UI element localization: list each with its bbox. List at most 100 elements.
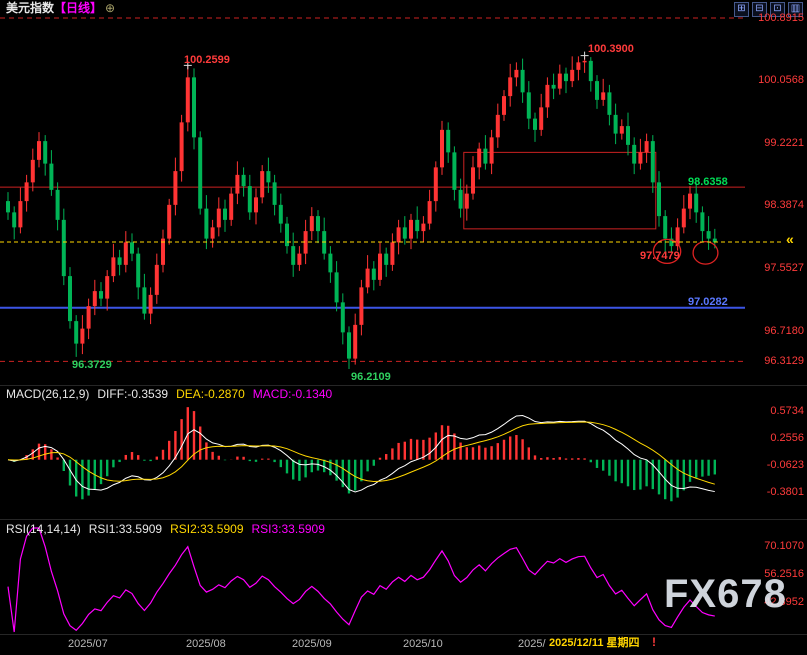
candle-body xyxy=(328,253,333,273)
rsi-axis-label: 70.1070 xyxy=(764,540,804,552)
candle-body xyxy=(80,328,85,344)
annotation-low-3: 97.7479 xyxy=(640,250,680,262)
macd-axis-label: 0.5734 xyxy=(770,405,804,417)
candle-body xyxy=(297,253,302,265)
candle-body xyxy=(55,189,60,220)
candle-body xyxy=(582,60,587,63)
candle-body xyxy=(409,219,413,239)
candle-body xyxy=(452,152,457,190)
ellipse-annotation xyxy=(692,240,719,265)
macd-diff-value: DIFF:-0.3539 xyxy=(97,387,169,401)
candle-body xyxy=(192,77,196,138)
candle-body xyxy=(148,294,153,314)
candle-body xyxy=(316,216,320,232)
candle-body xyxy=(619,126,624,134)
support-price-label: 97.0282 xyxy=(688,296,728,308)
candle-body xyxy=(6,201,10,213)
candle-body xyxy=(204,208,209,239)
current-price-marker-icon[interactable]: « xyxy=(786,231,794,247)
candle-body xyxy=(588,60,593,82)
annotation-high-2: 100.3900 xyxy=(588,43,634,55)
candle-body xyxy=(161,238,165,265)
candle-body xyxy=(495,114,500,138)
add-indicator-icon[interactable]: ⊕ xyxy=(105,1,116,15)
candle-body xyxy=(92,291,97,307)
macd-dea-value: DEA:-0.2870 xyxy=(176,387,245,401)
candle-body xyxy=(489,137,494,164)
candle-body xyxy=(663,216,668,239)
candle-body xyxy=(278,204,283,224)
month-label: 2025/10 xyxy=(403,638,443,650)
candle-body xyxy=(545,84,550,108)
rsi-header: RSI(14,14,14) RSI1:33.5909 RSI2:33.5909 RSI… xyxy=(6,523,325,535)
candle-body xyxy=(223,208,227,220)
candle-body xyxy=(576,62,581,70)
candle-body xyxy=(105,276,110,299)
candle-body xyxy=(142,287,147,314)
candle-body xyxy=(154,264,159,295)
candle-body xyxy=(123,242,128,265)
candle-body xyxy=(309,216,314,232)
candle-body xyxy=(24,182,29,202)
watermark: FX678 xyxy=(664,572,787,616)
candle-body xyxy=(464,193,469,209)
macd-value: MACD:-0.1340 xyxy=(252,387,333,401)
layout-columns-icon[interactable]: ▥ xyxy=(788,2,803,17)
candle-body xyxy=(595,81,599,100)
candle-body xyxy=(117,257,122,265)
candle-body xyxy=(86,306,91,329)
layout-single-icon[interactable]: ⊡ xyxy=(770,2,785,17)
layout-rows-icon[interactable]: ⊟ xyxy=(752,2,767,17)
candle-body xyxy=(446,129,451,153)
candle-body xyxy=(49,163,54,190)
rsi-axis-label: 56.2516 xyxy=(764,568,804,580)
candle-body xyxy=(694,193,699,213)
candle-body xyxy=(570,69,575,82)
candle-body xyxy=(390,242,395,265)
candle-body xyxy=(210,227,215,239)
candle-body xyxy=(285,223,289,247)
price-axis-label: 99.2221 xyxy=(764,137,804,149)
candle-body xyxy=(216,208,221,228)
candle-body xyxy=(712,238,717,243)
candle-body xyxy=(396,227,401,243)
macd-title: MACD(26,12,9) xyxy=(6,387,90,401)
candle-body xyxy=(675,227,680,247)
candle-body xyxy=(111,257,116,277)
lower-bound-label: 96.3129 xyxy=(764,355,804,367)
candle-body xyxy=(433,167,438,202)
candle-body xyxy=(303,231,308,254)
candle-body xyxy=(347,332,351,359)
range-box xyxy=(463,151,657,230)
candle-body xyxy=(613,114,618,134)
price-axis-label: 96.7180 xyxy=(764,325,804,337)
annotation-low-2: 96.2109 xyxy=(351,371,391,383)
candle-body xyxy=(68,276,72,322)
candle-body xyxy=(198,137,203,209)
window-toolbar: ⊞ ⊟ ⊡ ▥ xyxy=(734,2,803,17)
candle-body xyxy=(185,77,190,123)
candle-body xyxy=(74,321,79,344)
candle-body xyxy=(30,159,35,183)
candle-body xyxy=(601,92,606,100)
candle-body xyxy=(564,73,568,82)
period-label: 【日线】 xyxy=(54,1,103,15)
month-label: 2025/07 xyxy=(68,638,108,650)
candle-body xyxy=(340,302,345,333)
candle-body xyxy=(359,287,364,325)
layout-grid-icon[interactable]: ⊞ xyxy=(734,2,749,17)
candle-body xyxy=(421,223,426,232)
month-label: 2025/09 xyxy=(292,638,332,650)
candle-body xyxy=(37,141,41,160)
candle-body xyxy=(260,171,265,198)
candle-body xyxy=(427,201,432,224)
price-axis-label: 100.0568 xyxy=(758,74,804,86)
macd-axis-label: 0.2556 xyxy=(770,432,804,444)
candle-body xyxy=(254,197,258,213)
candle-body xyxy=(247,186,252,213)
candle-body xyxy=(272,182,277,205)
candle-body xyxy=(458,189,463,209)
candle-body xyxy=(650,141,655,183)
